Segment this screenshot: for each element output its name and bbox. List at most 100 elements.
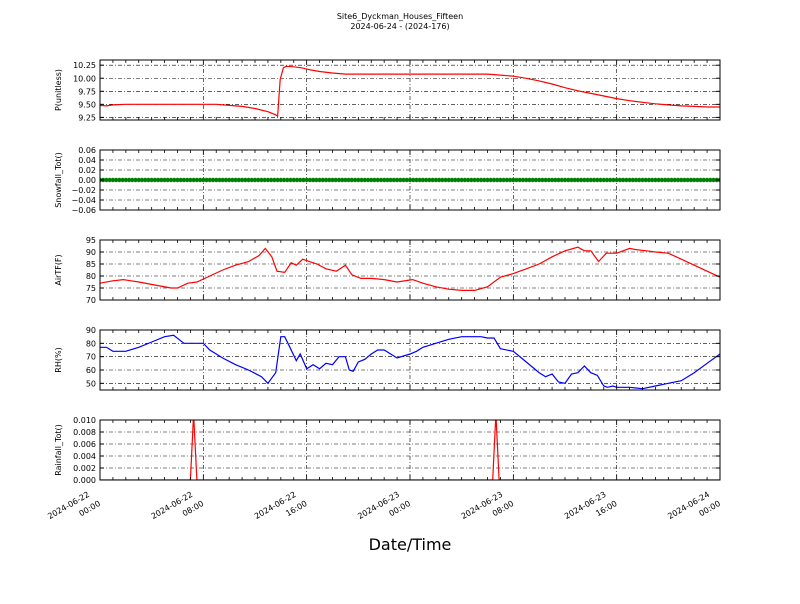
data-point (246, 177, 251, 183)
series-line (100, 246, 720, 291)
data-point (117, 177, 122, 183)
data-point (533, 177, 539, 183)
data-point (433, 177, 439, 183)
y-tick-label: 0.00 (78, 176, 96, 185)
y-tick-label: 0.008 (73, 428, 96, 437)
data-point (465, 177, 471, 183)
panel-2: −0.06−0.04−0.020.000.020.040.06 Snowfall_… (54, 146, 721, 215)
data-point (701, 177, 707, 183)
series-markers (100, 177, 720, 183)
data-point (152, 177, 158, 183)
data-point (569, 177, 574, 183)
y-tick-label: 0.02 (78, 166, 96, 175)
y-tick-label: 0.004 (73, 452, 96, 461)
data-point (604, 177, 610, 183)
data-point (469, 177, 474, 183)
y-tick-label: −0.02 (71, 186, 96, 195)
y-tick-label: 10.00 (73, 74, 96, 83)
data-point (478, 177, 484, 183)
data-point (304, 177, 309, 183)
data-point (113, 177, 119, 183)
data-point (427, 177, 432, 183)
data-point (546, 177, 552, 183)
data-point (139, 177, 145, 183)
data-point (698, 177, 703, 183)
data-point (617, 177, 623, 183)
data-point (643, 177, 648, 183)
data-point (449, 177, 455, 183)
y-tick-label: 9.75 (78, 87, 96, 96)
y-tick-label: 0.06 (78, 146, 96, 155)
data-point (459, 177, 464, 183)
y-axis-label: AirTF(F) (54, 254, 63, 285)
data-point (281, 177, 287, 183)
data-point (456, 177, 461, 183)
data-point (365, 177, 371, 183)
data-point (162, 177, 167, 183)
data-point (494, 177, 500, 183)
data-point (107, 177, 112, 183)
y-tick-label: 90 (86, 326, 96, 335)
data-point (372, 177, 377, 183)
data-point (472, 177, 477, 183)
data-point (272, 177, 277, 183)
data-point (349, 177, 355, 183)
data-point (256, 177, 261, 183)
data-point (110, 177, 116, 183)
series-line (100, 420, 720, 480)
data-point (275, 177, 280, 183)
data-point (133, 177, 138, 183)
data-point (278, 177, 284, 183)
y-axis-label: RH(%) (54, 347, 63, 372)
data-point (640, 177, 645, 183)
data-point (666, 177, 671, 183)
data-point (352, 177, 358, 183)
data-point (659, 177, 665, 183)
data-point (252, 177, 258, 183)
data-point (184, 177, 190, 183)
data-point (288, 177, 293, 183)
data-point (233, 177, 238, 183)
y-axis-label: P(unitless) (54, 69, 63, 111)
data-point (191, 177, 196, 183)
y-tick-label: 9.50 (78, 100, 96, 109)
data-point (320, 177, 326, 183)
data-point (475, 177, 481, 183)
panel-3: 70 75 80 85 90 95 AirTF(F) (54, 236, 721, 305)
data-point (178, 177, 183, 183)
data-point (511, 177, 516, 183)
data-point (285, 177, 290, 183)
data-point (682, 177, 687, 183)
data-point (695, 177, 700, 183)
y-tick-label: 70 (86, 296, 96, 305)
data-point (507, 177, 513, 183)
data-point (375, 177, 380, 183)
data-point (323, 177, 329, 183)
data-point (540, 177, 545, 183)
data-point (649, 177, 655, 183)
data-point (582, 177, 587, 183)
data-point (624, 177, 629, 183)
data-point (530, 177, 535, 183)
data-point (188, 177, 193, 183)
figure-title: Site6_Dyckman_Houses_Fifteen (337, 12, 463, 21)
data-point (307, 177, 313, 183)
data-point (611, 177, 616, 183)
data-point (524, 177, 529, 183)
data-point (708, 177, 713, 183)
data-point (685, 177, 690, 183)
x-axis-label: Date/Time (369, 535, 452, 554)
data-point (711, 177, 716, 183)
data-point (343, 177, 348, 183)
y-tick-label: 10.25 (73, 61, 96, 70)
data-point (243, 177, 248, 183)
y-tick-label: 0.000 (73, 476, 96, 485)
data-point (498, 177, 503, 183)
y-tick-label: 95 (86, 236, 96, 245)
data-point (514, 177, 519, 183)
data-point (630, 177, 636, 183)
y-tick-label: 60 (86, 366, 96, 375)
data-point (504, 177, 510, 183)
data-point (423, 177, 429, 183)
series-line (100, 334, 720, 390)
